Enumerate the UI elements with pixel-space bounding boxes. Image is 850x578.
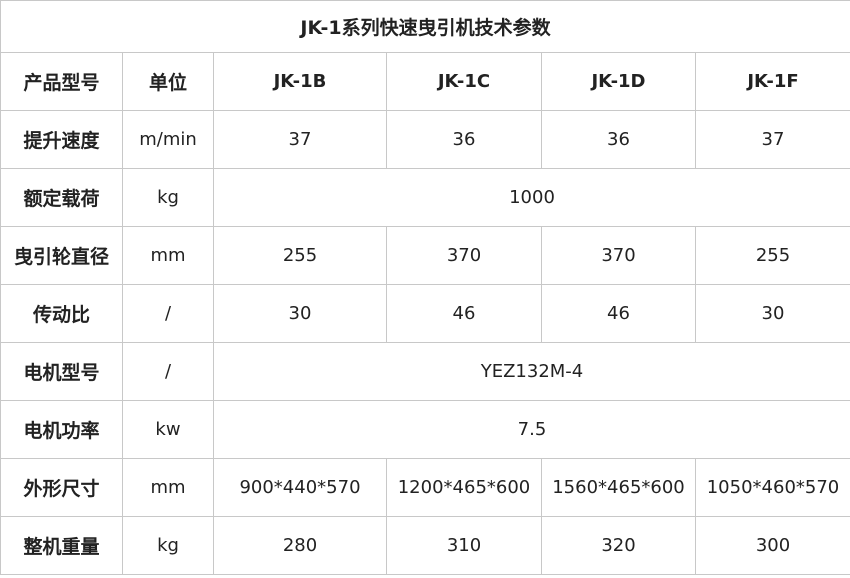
row-unit: kg [122,168,214,227]
value-cell: 1560*465*600 [541,458,696,517]
table-title: JK-1系列快速曳引机技术参数 [0,0,850,53]
header-unit: 单位 [122,52,214,111]
table-row: 电机功率 kw 7.5 [0,400,850,459]
value-cell: 255 [213,226,387,285]
value-cell: 36 [386,110,542,169]
value-cell: 320 [541,516,696,575]
table-row: 电机型号 / YEZ132M-4 [0,342,850,401]
row-label: 提升速度 [0,110,123,169]
row-label: 外形尺寸 [0,458,123,517]
value-cell: 30 [213,284,387,343]
row-label: 传动比 [0,284,123,343]
table-row: 外形尺寸 mm 900*440*570 1200*465*600 1560*465*60… [0,458,850,517]
model-header: JK-1F [695,52,850,111]
value-cell: 37 [695,110,850,169]
model-header: JK-1C [386,52,542,111]
row-label: 电机型号 [0,342,123,401]
value-cell: 900*440*570 [213,458,387,517]
value-cell: 1050*460*570 [695,458,850,517]
value-cell: 46 [541,284,696,343]
row-label: 额定载荷 [0,168,123,227]
value-cell: 255 [695,226,850,285]
table-row: 额定载荷 kg 1000 [0,168,850,227]
value-cell: 1200*465*600 [386,458,542,517]
table-row: 整机重量 kg 280 310 320 300 [0,516,850,575]
model-header: JK-1D [541,52,696,111]
merged-value-cell: 1000 [213,168,850,227]
row-unit: kg [122,516,214,575]
row-label: 曳引轮直径 [0,226,123,285]
row-unit: kw [122,400,214,459]
row-unit: / [122,284,214,343]
value-cell: 370 [386,226,542,285]
table-row: 曳引轮直径 mm 255 370 370 255 [0,226,850,285]
value-cell: 36 [541,110,696,169]
row-unit: / [122,342,214,401]
row-label: 电机功率 [0,400,123,459]
value-cell: 37 [213,110,387,169]
value-cell: 310 [386,516,542,575]
row-unit: mm [122,226,214,285]
value-cell: 46 [386,284,542,343]
value-cell: 30 [695,284,850,343]
row-unit: m/min [122,110,214,169]
model-header: JK-1B [213,52,387,111]
merged-value-cell: 7.5 [213,400,850,459]
table-row: 提升速度 m/min 37 36 36 37 [0,110,850,169]
header-label: 产品型号 [0,52,123,111]
table-row: 传动比/30 46 46 30 [0,284,850,343]
value-cell: 370 [541,226,696,285]
header-row: 产品型号 单位 JK-1B JK-1C JK-1D JK-1F [0,52,850,111]
row-label: 整机重量 [0,516,123,575]
row-unit: mm [122,458,214,517]
value-cell: 300 [695,516,850,575]
merged-value-cell: YEZ132M-4 [213,342,850,401]
value-cell: 280 [213,516,387,575]
